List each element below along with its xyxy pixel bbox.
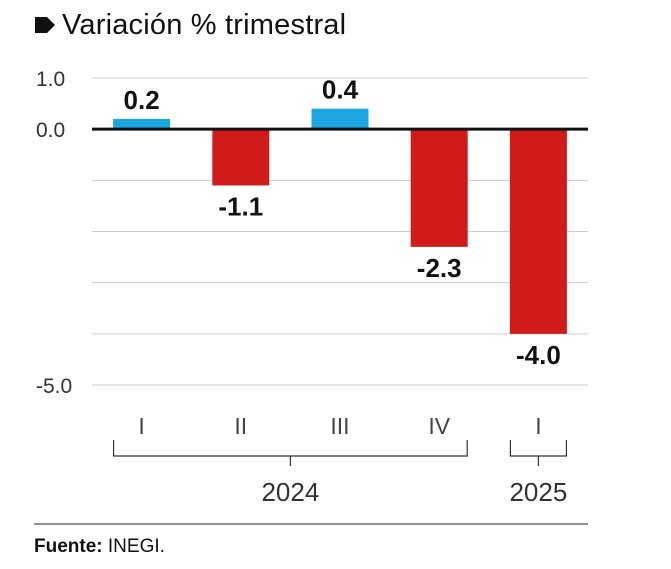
- bar: [311, 108, 369, 130]
- group-bracket: [113, 440, 468, 466]
- source-value: INEGI.: [107, 536, 165, 557]
- x-tick-label: III: [330, 413, 349, 439]
- data-label: 0.2: [124, 85, 160, 115]
- data-label: 0.4: [322, 75, 359, 105]
- x-tick-label: II: [234, 413, 247, 439]
- x-tick-label: I: [535, 413, 541, 439]
- y-tick-label: 1.0: [36, 68, 65, 91]
- group-label: 2024: [261, 477, 319, 507]
- data-label: -2.3: [417, 253, 462, 283]
- bar: [113, 118, 171, 130]
- bar: [509, 129, 567, 334]
- y-tick-label: 0.0: [36, 119, 65, 142]
- bar-chart: 1.00.0-5.00.2-1.10.4-2.3-4.0I II III IV I202…: [34, 68, 588, 525]
- chart-title: Variación % trimestral: [34, 8, 346, 42]
- group-label: 2025: [509, 477, 567, 507]
- tag-icon: [35, 17, 55, 33]
- x-tick-label: IV: [428, 413, 450, 439]
- y-tick-label: -5.0: [36, 375, 72, 398]
- group-bracket: [509, 440, 567, 466]
- source-note: Fuente: INEGI.: [34, 536, 165, 558]
- chart-title-text: Variación % trimestral: [62, 8, 347, 41]
- data-label: -1.1: [218, 191, 263, 221]
- source-label: Fuente:: [34, 536, 103, 557]
- data-label: -4.0: [516, 340, 561, 370]
- x-tick-label: I: [138, 413, 144, 439]
- bar: [212, 129, 270, 186]
- bar: [410, 129, 468, 247]
